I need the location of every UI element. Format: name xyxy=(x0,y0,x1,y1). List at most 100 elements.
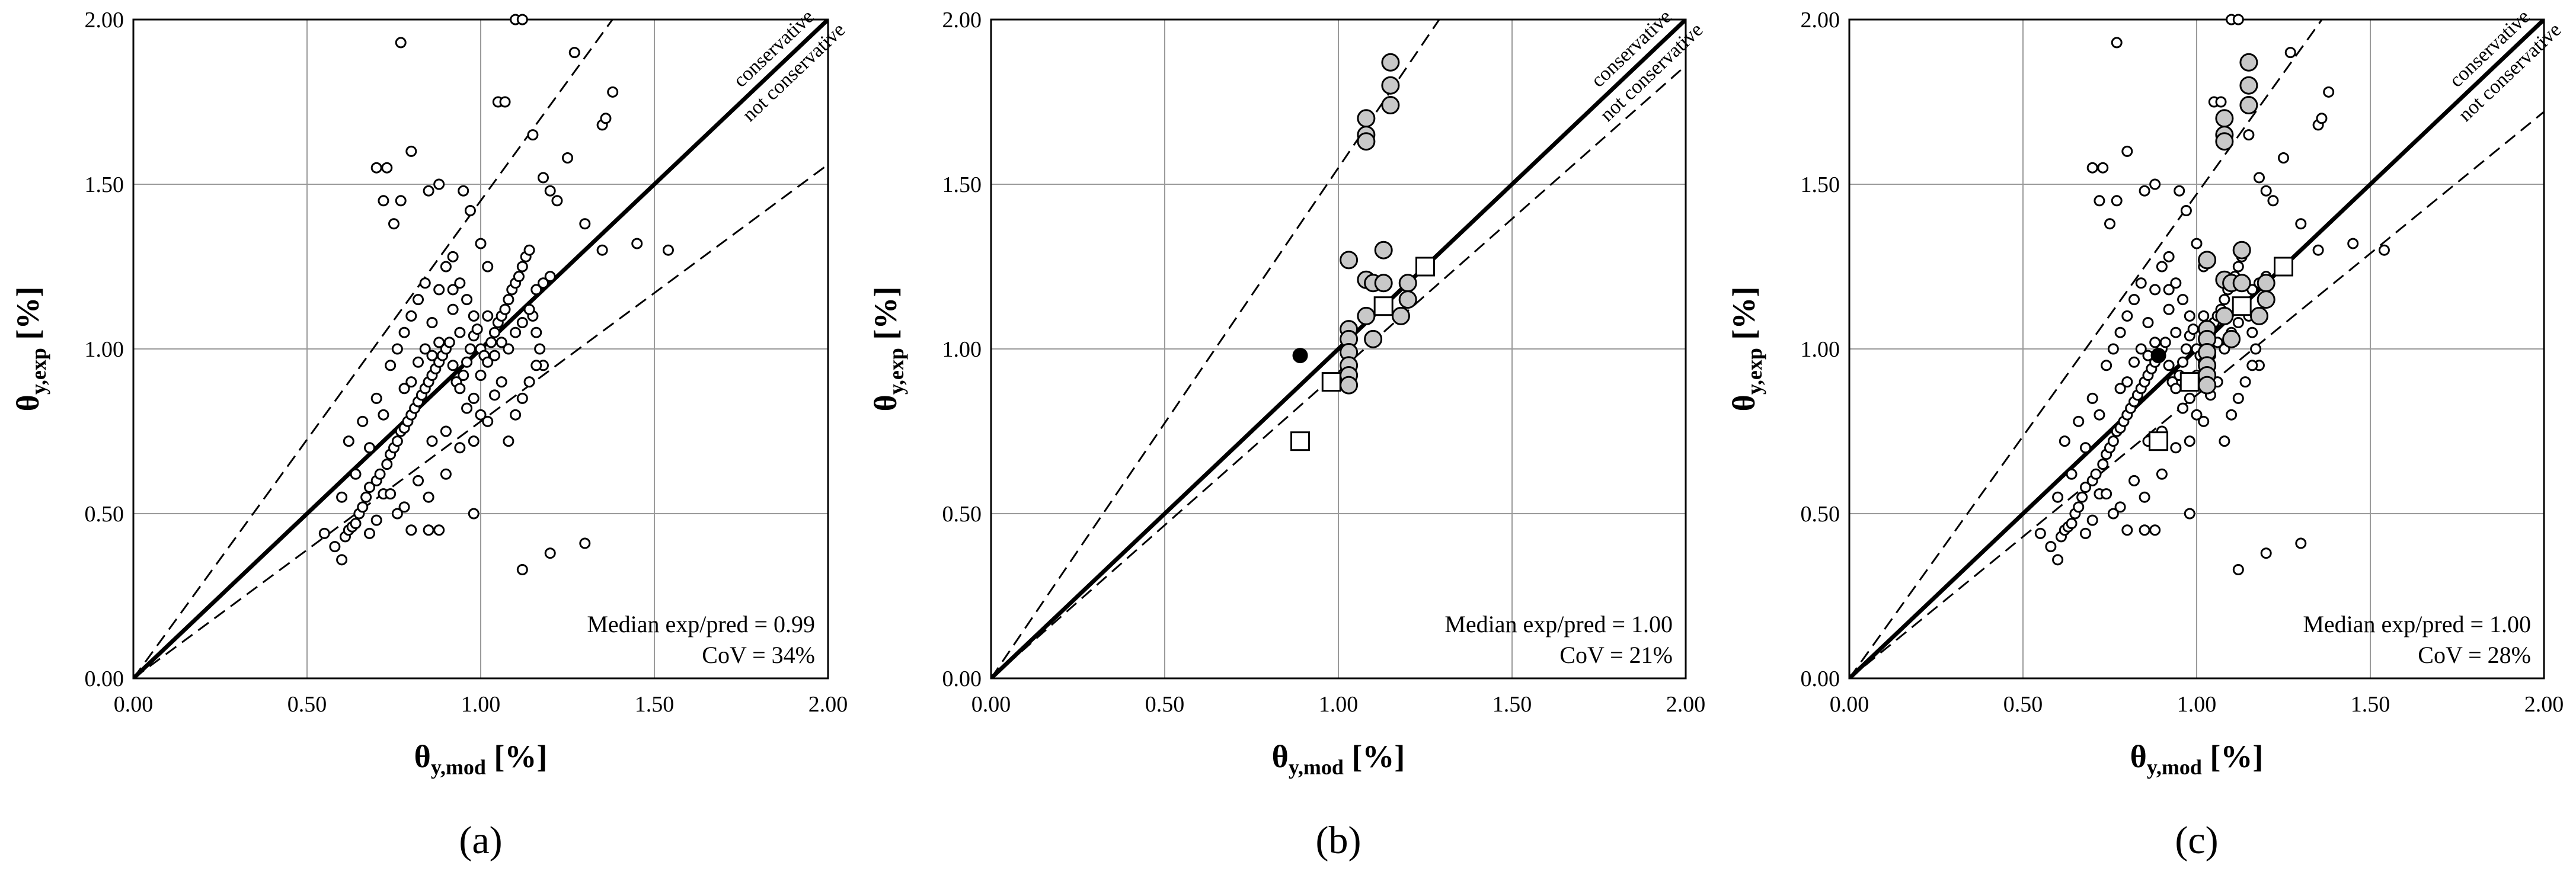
data-point xyxy=(343,435,354,447)
data-point xyxy=(461,294,473,306)
data-point xyxy=(2198,376,2217,395)
data-point xyxy=(2149,524,2161,536)
data-point xyxy=(468,435,480,447)
data-point xyxy=(2378,244,2390,256)
y-axis-symbol: θ xyxy=(868,395,903,411)
data-point xyxy=(2215,306,2234,325)
data-point xyxy=(2222,329,2241,348)
y-tick-label: 1.50 xyxy=(942,172,982,197)
data-point xyxy=(447,251,459,262)
data-point xyxy=(530,284,542,296)
x-axis-subscript: y,mod xyxy=(1289,755,1344,779)
data-point xyxy=(471,323,483,335)
data-point xyxy=(2187,323,2199,335)
data-point xyxy=(499,303,511,315)
data-point xyxy=(2107,508,2119,520)
x-tick-label: 1.50 xyxy=(635,692,675,717)
y-axis-label: θy,exp [%] xyxy=(10,287,50,412)
data-point xyxy=(405,310,417,322)
data-point xyxy=(2163,303,2175,315)
data-point xyxy=(2232,564,2244,576)
y-tick-label: 0.50 xyxy=(85,502,124,527)
data-point xyxy=(395,195,407,207)
data-point xyxy=(2246,326,2258,338)
data-point xyxy=(2239,53,2258,72)
data-point xyxy=(2034,527,2046,539)
data-point xyxy=(2156,261,2168,273)
data-point xyxy=(2111,37,2123,49)
data-point xyxy=(378,195,389,207)
data-point xyxy=(2114,326,2126,338)
data-point xyxy=(426,435,438,447)
data-point xyxy=(1381,96,1400,115)
data-point xyxy=(423,491,434,503)
x-tick-label: 0.50 xyxy=(2003,692,2043,717)
data-point xyxy=(385,488,397,500)
data-point xyxy=(513,271,525,283)
cov-stat: CoV = 21% xyxy=(1559,642,1673,668)
data-point xyxy=(2139,185,2150,197)
data-point xyxy=(318,527,330,539)
y-axis-unit: [%] xyxy=(10,287,46,348)
data-point xyxy=(413,475,424,486)
reference-lines xyxy=(991,20,1686,678)
y-axis-symbol: θ xyxy=(1726,395,1762,411)
data-point xyxy=(2079,442,2091,454)
x-axis-subscript: y,mod xyxy=(431,755,486,779)
data-point xyxy=(2295,218,2307,230)
data-point xyxy=(2226,409,2238,421)
data-point xyxy=(454,277,466,289)
data-point xyxy=(568,47,580,59)
dashed-bound-line xyxy=(133,20,614,678)
data-point xyxy=(2090,468,2102,480)
panel-label: (a) xyxy=(459,819,502,862)
chart-panel-3: 0.00 0.50 1.00 1.50 2.00 0.00 0.50 1.00 1.50 2.00… xyxy=(1726,6,2565,862)
data-point xyxy=(482,261,494,273)
data-point xyxy=(2177,402,2189,414)
data-point xyxy=(2135,277,2147,289)
data-point xyxy=(423,524,434,536)
data-point xyxy=(530,360,542,371)
x-axis-symbol: θ xyxy=(2130,739,2147,774)
data-point xyxy=(1357,109,1376,128)
data-point xyxy=(2114,383,2126,395)
data-point xyxy=(2073,501,2085,513)
data-point xyxy=(488,350,500,361)
data-point xyxy=(544,271,556,283)
y-tick-label: 2.00 xyxy=(942,8,982,33)
data-point xyxy=(370,162,382,174)
data-point xyxy=(1381,53,1400,72)
data-point xyxy=(378,409,389,421)
x-tick-label: 0.00 xyxy=(971,692,1011,717)
data-point xyxy=(370,514,382,526)
y-axis-label: θy,exp [%] xyxy=(1726,287,1766,412)
data-point xyxy=(2323,86,2335,98)
data-point xyxy=(464,204,476,216)
data-point xyxy=(2180,204,2192,216)
data-point xyxy=(516,564,528,576)
y-tick-label: 1.00 xyxy=(942,337,982,362)
data-point xyxy=(482,310,494,322)
data-point xyxy=(391,508,403,520)
data-point xyxy=(2232,392,2244,404)
dashed-bound-line xyxy=(991,65,1686,678)
data-point xyxy=(2232,241,2251,259)
data-point xyxy=(2101,488,2112,500)
data-point xyxy=(544,185,556,197)
data-point xyxy=(2142,317,2154,329)
data-point xyxy=(2128,475,2140,486)
data-point xyxy=(537,277,549,289)
y-tick-label: 1.00 xyxy=(1801,337,1840,362)
data-point xyxy=(433,178,445,190)
data-point xyxy=(2232,296,2252,316)
data-point xyxy=(2249,306,2268,325)
y-axis-subscript: y,exp xyxy=(27,348,50,395)
data-point xyxy=(398,326,410,338)
y-axis-unit: [%] xyxy=(1726,287,1762,348)
x-axis-unit: [%] xyxy=(1344,739,1405,774)
data-points xyxy=(318,14,674,576)
median-stat: Median exp/pred = 0.99 xyxy=(587,611,815,637)
data-point xyxy=(329,541,341,553)
data-point xyxy=(2257,290,2275,309)
